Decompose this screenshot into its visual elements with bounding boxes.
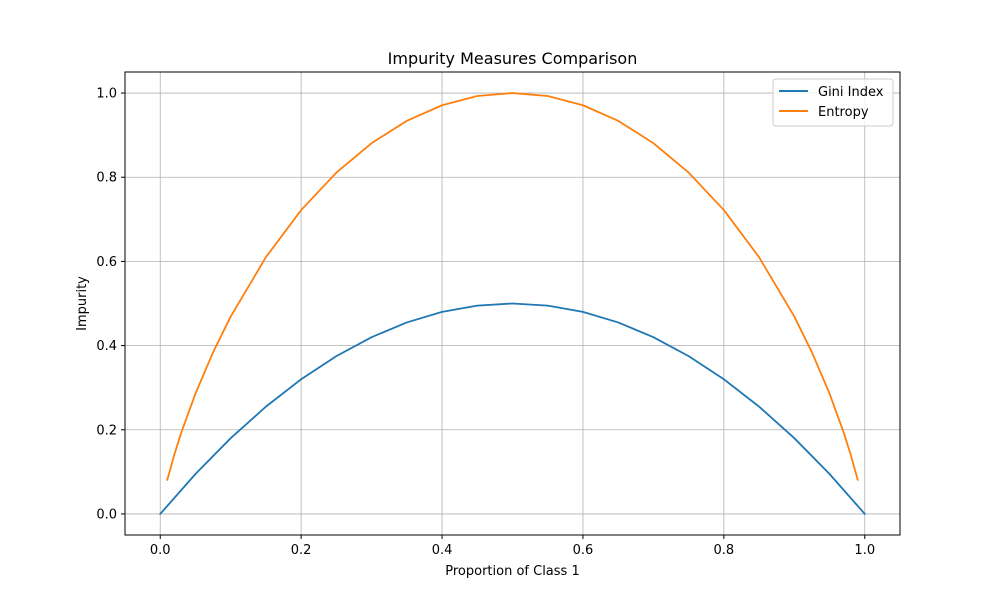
y-tick-label: 0.8	[96, 171, 117, 186]
legend-label-gini: Gini Index	[818, 85, 884, 100]
x-tick-label: 0.4	[432, 543, 453, 558]
y-axis-title: Impurity	[75, 276, 90, 331]
plot-series	[159, 92, 866, 515]
x-tick-label: 0.2	[291, 543, 312, 558]
x-tick-label: 0.6	[573, 543, 594, 558]
series-line-entropy	[166, 92, 859, 481]
x-tick-label: 0.0	[150, 543, 171, 558]
x-axis-title: Proportion of Class 1	[445, 564, 579, 579]
plot-frame	[124, 71, 901, 536]
grid	[125, 72, 900, 535]
y-tick-label: 1.0	[96, 87, 117, 102]
series-line-gini-index	[159, 302, 866, 515]
axis-ticks: 0.0 0.2 0.4 0.6 0.8 1.0 0.0 0.2 0.4 0.6 0.8 1.0	[96, 87, 875, 558]
chart-title: Impurity Measures Comparison	[388, 49, 638, 68]
legend-label-entropy: Entropy	[818, 105, 869, 120]
y-tick-label: 0.2	[96, 423, 117, 438]
x-tick-label: 0.8	[714, 543, 735, 558]
y-tick-label: 0.6	[96, 255, 117, 270]
y-tick-label: 0.0	[96, 507, 117, 522]
x-tick-label: 1.0	[854, 543, 875, 558]
y-tick-label: 0.4	[96, 339, 117, 354]
legend: Gini Index Entropy	[772, 78, 894, 127]
